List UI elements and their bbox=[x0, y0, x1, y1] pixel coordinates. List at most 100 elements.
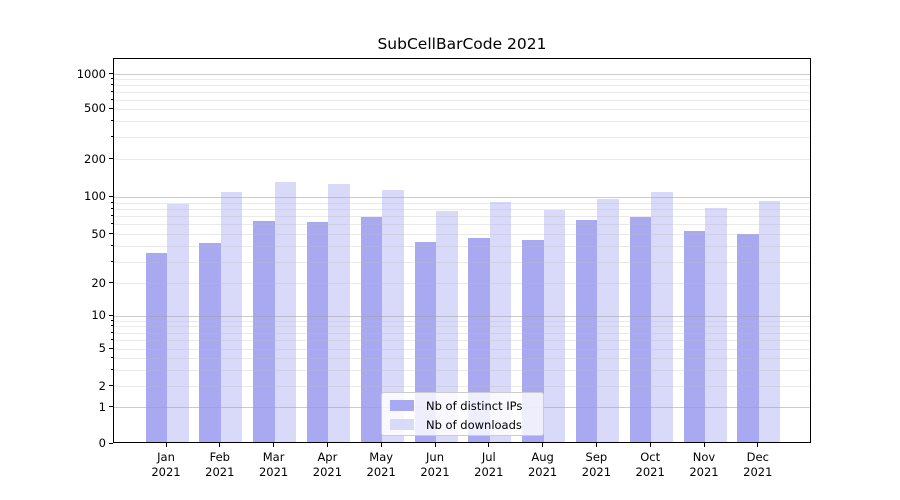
bar-distinct-ips bbox=[145, 253, 167, 442]
gridline bbox=[114, 326, 810, 328]
x-tick-label: May 2021 bbox=[366, 450, 396, 479]
legend: Nb of distinct IPs Nb of downloads bbox=[381, 392, 544, 436]
y-tick-label: 20 bbox=[91, 275, 106, 290]
y-tick-mark bbox=[109, 385, 113, 387]
y-minor-tick-mark bbox=[111, 215, 113, 217]
legend-swatch-downloads bbox=[390, 419, 414, 430]
y-tick-label: 100 bbox=[84, 189, 106, 204]
gridline bbox=[114, 340, 810, 342]
bars-layer bbox=[114, 59, 810, 442]
y-tick-mark bbox=[109, 442, 113, 444]
y-tick-mark bbox=[109, 406, 113, 408]
y-minor-tick-mark bbox=[111, 319, 113, 321]
x-tick-mark bbox=[165, 443, 167, 447]
y-tick-label: 5 bbox=[98, 341, 106, 356]
x-tick-label: Mar 2021 bbox=[258, 450, 289, 479]
x-tick-label: Sep 2021 bbox=[581, 450, 612, 479]
y-tick-label: 500 bbox=[84, 101, 106, 116]
gridline bbox=[114, 137, 810, 138]
bar-downloads bbox=[220, 192, 243, 442]
x-tick-label: Apr 2021 bbox=[312, 450, 343, 479]
x-tick-label: Nov 2021 bbox=[689, 450, 719, 479]
bar-downloads bbox=[597, 198, 619, 442]
y-minor-tick-mark bbox=[111, 136, 113, 137]
gridline bbox=[114, 85, 810, 87]
bar-distinct-ips bbox=[522, 239, 544, 442]
y-minor-tick-mark bbox=[111, 120, 113, 122]
plot-area: Nb of distinct IPs Nb of downloads bbox=[113, 58, 811, 443]
y-tick-label: 50 bbox=[91, 226, 106, 241]
bar-downloads bbox=[274, 182, 297, 442]
gridline bbox=[114, 234, 810, 236]
bar-distinct-ips bbox=[629, 216, 652, 442]
gridline bbox=[114, 332, 810, 334]
legend-label: Nb of distinct IPs bbox=[426, 398, 523, 413]
gridline bbox=[114, 159, 810, 161]
bar-downloads bbox=[543, 210, 566, 442]
bar-downloads bbox=[167, 204, 189, 442]
y-tick-mark bbox=[109, 107, 113, 109]
gridline bbox=[114, 99, 810, 101]
y-tick-mark bbox=[109, 195, 113, 197]
gridline bbox=[114, 348, 810, 350]
gridline bbox=[114, 121, 810, 123]
gridline bbox=[114, 74, 810, 76]
y-tick-mark bbox=[109, 73, 113, 75]
gridline bbox=[114, 202, 810, 204]
x-tick-mark bbox=[380, 443, 382, 447]
bar-distinct-ips bbox=[575, 220, 598, 442]
gridline bbox=[114, 315, 810, 317]
y-tick-label: 2 bbox=[98, 378, 106, 393]
gridline bbox=[114, 320, 810, 322]
x-tick-mark bbox=[649, 443, 651, 447]
y-minor-tick-mark bbox=[111, 331, 113, 333]
bar-downloads bbox=[705, 208, 727, 442]
bar-distinct-ips bbox=[253, 221, 275, 442]
y-minor-tick-mark bbox=[111, 325, 113, 327]
y-tick-mark bbox=[109, 233, 113, 235]
y-tick-mark bbox=[109, 347, 113, 349]
gridline bbox=[114, 386, 810, 388]
bar-distinct-ips bbox=[360, 216, 383, 442]
gridline bbox=[114, 196, 810, 198]
x-tick-mark bbox=[595, 443, 597, 447]
y-tick-label: 0 bbox=[98, 436, 106, 450]
legend-item: Nb of distinct IPs bbox=[390, 396, 543, 415]
y-minor-tick-mark bbox=[111, 260, 113, 262]
gridline bbox=[114, 208, 810, 210]
bar-downloads bbox=[651, 191, 673, 442]
y-minor-tick-mark bbox=[111, 356, 113, 358]
x-tick-mark bbox=[219, 443, 221, 447]
x-tick-label: Jul 2021 bbox=[474, 450, 504, 479]
gridline bbox=[114, 79, 810, 81]
bar-distinct-ips bbox=[683, 230, 705, 442]
gridline bbox=[114, 369, 810, 371]
legend-item: Nb of downloads bbox=[390, 415, 543, 434]
y-minor-tick-mark bbox=[111, 84, 113, 86]
grid-layer bbox=[114, 59, 810, 442]
bar-downloads bbox=[758, 201, 781, 442]
bar-distinct-ips bbox=[306, 222, 329, 442]
y-minor-tick-mark bbox=[111, 78, 113, 80]
y-tick-mark bbox=[109, 282, 113, 284]
x-tick-mark bbox=[326, 443, 328, 447]
bar-downloads bbox=[328, 183, 350, 442]
gridline bbox=[114, 216, 810, 218]
y-tick-label: 10 bbox=[91, 308, 106, 323]
x-tick-mark bbox=[434, 443, 436, 447]
y-minor-tick-mark bbox=[111, 223, 113, 225]
gridline bbox=[114, 108, 810, 110]
y-minor-tick-mark bbox=[111, 98, 113, 100]
gridline bbox=[114, 261, 810, 263]
y-minor-tick-mark bbox=[111, 90, 113, 92]
y-tick-mark bbox=[109, 158, 113, 160]
gridline bbox=[114, 246, 810, 248]
y-minor-tick-mark bbox=[111, 339, 113, 341]
y-tick-label: 1 bbox=[98, 399, 106, 414]
y-minor-tick-mark bbox=[111, 201, 113, 203]
y-minor-tick-mark bbox=[111, 207, 113, 209]
gridline bbox=[114, 283, 810, 285]
legend-label: Nb of downloads bbox=[426, 417, 522, 432]
bar-distinct-ips bbox=[199, 243, 221, 442]
